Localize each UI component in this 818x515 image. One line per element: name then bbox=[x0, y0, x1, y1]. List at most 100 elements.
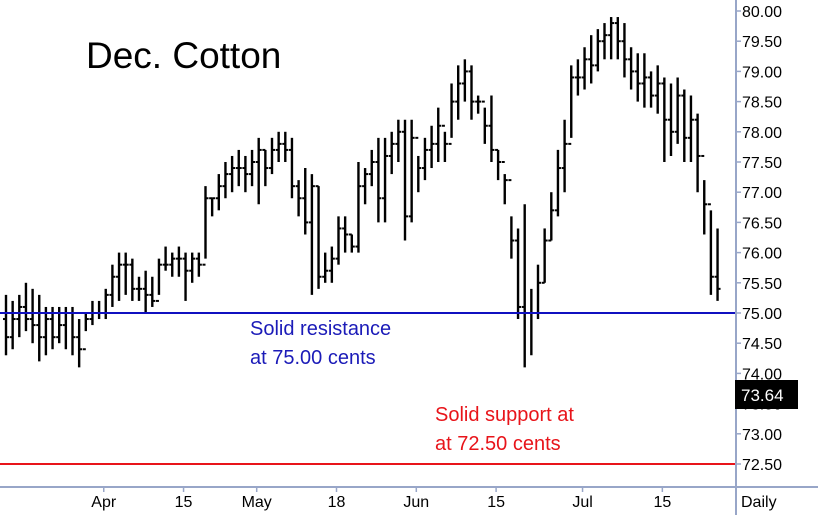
y-tick-label: 73.00 bbox=[742, 427, 782, 444]
ohlc-bar bbox=[535, 264, 541, 320]
y-tick-label: 76.00 bbox=[742, 246, 782, 263]
ohlc-bar bbox=[707, 203, 714, 295]
ohlc-bar bbox=[441, 124, 448, 162]
ohlc-bar bbox=[96, 300, 103, 320]
last-price-box bbox=[735, 380, 798, 409]
ohlc-bar bbox=[681, 89, 688, 162]
ohlc-bar bbox=[242, 155, 249, 193]
ohlc-bar bbox=[269, 137, 275, 175]
ohlc-bar bbox=[282, 131, 289, 162]
ohlc-bar bbox=[155, 258, 162, 302]
ohlc-bar bbox=[382, 137, 389, 223]
ohlc-bar bbox=[235, 149, 242, 187]
ohlc-bar bbox=[182, 252, 189, 301]
ohlc-bar bbox=[42, 306, 49, 356]
ohlc-bar bbox=[701, 154, 708, 235]
ohlc-bar bbox=[76, 319, 83, 368]
x-tick-label: Jul bbox=[572, 494, 592, 511]
ohlc-bar bbox=[395, 119, 402, 162]
ohlc-bar bbox=[275, 131, 282, 162]
period-label: Daily bbox=[741, 494, 777, 511]
ohlc-bar bbox=[136, 276, 142, 301]
ohlc-bar bbox=[687, 95, 694, 162]
y-axis-ticks: 72.5073.0073.5074.0074.5075.0075.5076.00… bbox=[736, 4, 782, 474]
support-annotation-line-1: Solid support at bbox=[435, 404, 574, 426]
ohlc-bar bbox=[661, 77, 668, 162]
ohlc-bar bbox=[488, 95, 495, 162]
y-tick-label: 75.00 bbox=[742, 306, 782, 323]
x-tick-label: 15 bbox=[653, 494, 671, 511]
ohlc-bar bbox=[295, 180, 302, 217]
ohlc-bar bbox=[421, 137, 428, 181]
ohlc-bar bbox=[355, 162, 362, 253]
ohlc-bar bbox=[209, 197, 216, 217]
ohlc-bar bbox=[262, 148, 269, 187]
y-tick-label: 75.50 bbox=[742, 276, 782, 293]
ohlc-bar bbox=[515, 228, 522, 320]
y-tick-label: 72.50 bbox=[742, 457, 782, 474]
ohlc-bar bbox=[634, 53, 641, 102]
y-tick-label: 76.50 bbox=[742, 215, 782, 232]
ohlc-bar bbox=[202, 186, 209, 266]
chart-title: Dec. Cotton bbox=[86, 35, 281, 76]
ohlc-bar bbox=[142, 270, 149, 313]
y-tick-label: 79.00 bbox=[742, 64, 782, 81]
ohlc-bar bbox=[122, 252, 129, 295]
x-tick-label: Apr bbox=[91, 494, 117, 511]
ohlc-bar bbox=[581, 47, 588, 90]
ohlc-bar bbox=[195, 252, 202, 277]
x-axis-ticks: Apr 15 May 18 Jun 15 Jul 15 bbox=[91, 487, 671, 511]
ohlc-bar bbox=[375, 137, 382, 223]
ohlc-bar bbox=[594, 29, 601, 72]
ohlc-bar bbox=[36, 294, 43, 362]
y-tick-label: 77.00 bbox=[742, 185, 782, 202]
ohlc-bar bbox=[102, 288, 109, 320]
ohlc-bar bbox=[315, 185, 322, 289]
x-tick-label: Jun bbox=[403, 494, 429, 511]
ohlc-bar bbox=[448, 83, 455, 145]
ohlc-bar bbox=[308, 174, 315, 295]
ohlc-bar bbox=[428, 125, 435, 169]
ohlc-bar bbox=[641, 53, 648, 108]
ohlc-bar bbox=[189, 252, 196, 283]
ohlc-bar bbox=[654, 65, 661, 114]
last-price-label: 73.64 bbox=[741, 386, 784, 405]
ohlc-bar bbox=[162, 246, 169, 271]
ohlc-bar bbox=[714, 228, 721, 301]
ohlc-bar bbox=[29, 288, 36, 344]
y-tick-label: 74.00 bbox=[742, 366, 782, 383]
ohlc-bar bbox=[348, 233, 355, 253]
ohlc-bar bbox=[468, 65, 475, 120]
ohlc-bar bbox=[614, 17, 621, 60]
ohlc-bar bbox=[495, 148, 502, 181]
ohlc-bar bbox=[288, 137, 295, 199]
ohlc-bar bbox=[548, 192, 555, 242]
ohlc-bar bbox=[22, 282, 29, 332]
ohlc-bar bbox=[694, 113, 701, 193]
ohlc-bar bbox=[561, 119, 568, 193]
ohlc-bar bbox=[116, 252, 123, 301]
ohlc-bar bbox=[568, 65, 575, 145]
ohlc-bar bbox=[302, 168, 309, 235]
ohlc-bar bbox=[249, 149, 256, 187]
x-tick-label: 15 bbox=[175, 494, 193, 511]
ohlc-bar bbox=[169, 252, 176, 277]
ohlc-bar bbox=[601, 23, 608, 60]
ohlc-bar bbox=[69, 306, 76, 356]
y-tick-label: 77.50 bbox=[742, 155, 782, 172]
x-tick-label: 15 bbox=[487, 494, 505, 511]
ohlc-bar bbox=[648, 71, 655, 108]
ohlc-bar bbox=[628, 47, 635, 90]
ohlc-bar bbox=[328, 246, 335, 283]
ohlc-bar bbox=[342, 216, 349, 253]
y-tick-label: 80.00 bbox=[742, 4, 782, 21]
y-tick-label: 78.50 bbox=[742, 95, 782, 112]
ohlc-bar bbox=[149, 276, 156, 307]
ohlc-bar bbox=[508, 179, 515, 259]
ohlc-bar bbox=[229, 155, 236, 193]
ohlc-bar bbox=[475, 95, 482, 114]
ohlc-bar bbox=[528, 288, 535, 356]
y-tick-label: 74.50 bbox=[742, 336, 782, 353]
